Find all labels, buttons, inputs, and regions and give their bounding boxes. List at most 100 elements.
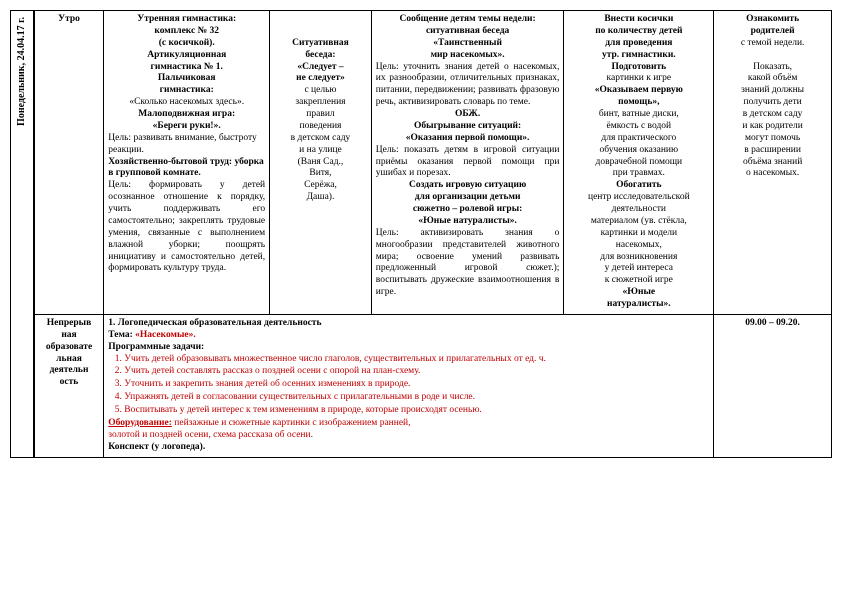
r2lab4: льная [39,354,100,366]
c2-l10: и на улице [274,145,367,157]
row1-col2: Ситуативная беседа: «Следует – не следуе… [270,11,372,315]
c3-obzh: ОБЖ. [455,109,480,119]
row2-label: Непрерыв ная образовате льная деятельн о… [34,314,104,457]
c5-l12: объёма знаний [718,157,827,169]
row-morning: Утро Утренняя гимнастика: комплекс № 32 … [34,11,831,315]
c4-l16: центр исследовательской [568,192,709,204]
task-3: Уточнить и закрепить знания детей об осе… [124,379,709,391]
r2lab3: образовате [39,342,100,354]
c4-l4: утр. гимнастики. [602,50,676,60]
time-value: 09.00 – 09.20. [745,318,800,328]
c1-artic2: гимнастика № 1. [151,62,223,72]
c1-goal2: Цель: формировать у детей осознанное отн… [108,180,265,275]
c3-l8: Создать игровую ситуацию [409,180,526,190]
c2-l2: беседа: [305,50,335,60]
c2-l13: Серёжа, [274,180,367,192]
c3-l11: «Юные натуралисты». [418,216,517,226]
r2lab1: Непрерыв [39,318,100,330]
c4-l18: материалом (ув. стёкла, [568,216,709,228]
r2lab6: ость [39,377,100,389]
c5-l1: Ознакомить [746,14,799,24]
c1-finger2: гимнастика: [160,85,214,95]
c5-l4: Показать, [718,62,827,74]
c5-l9: и как родители [718,121,827,133]
c4-l21: для возникновения [568,252,709,264]
c2-l1: Ситуативная [292,38,349,48]
c2-l8: поведения [274,121,367,133]
c1-gym-detail: (с косичкой). [159,38,215,48]
c2-l9: в детском саду [274,133,367,145]
row1-col4: Внести косички по количеству детей для п… [564,11,714,315]
c3-goal2: Цель: показать детям в игровой ситуации … [376,145,560,181]
c4-l5: Подготовить [611,62,666,72]
task-2: Учить детей составлять рассказ о поздней… [124,366,709,378]
row1-col1: Утренняя гимнастика: комплекс № 32 (с ко… [104,11,270,315]
task-1: Учить детей образовывать множественное ч… [124,354,709,366]
date-column: Понедельник, 24.04.17 г. [10,10,34,458]
c4-l9: бинт, ватные диски, [568,109,709,121]
r2-line1: 1. Логопедическая образовательная деятел… [108,318,321,328]
c3-l6: Обыгрывание ситуаций: [414,121,521,131]
c4-l24: «Юные [623,287,656,297]
c1-finger1: Пальчиковая [158,73,216,83]
c2-l3: «Следует – [297,62,343,72]
c3-l10: сюжетно – ролевой игры: [413,204,522,214]
c2-l7: правил [274,109,367,121]
row1-col5: Ознакомить родителей с темой недели. Пок… [714,11,832,315]
c3-l3: «Таинственный [433,38,502,48]
c4-l25: натуралисты». [607,299,671,309]
c5-l8: в детском саду [718,109,827,121]
row1-label: Утро [34,11,104,315]
c5-l11: в расширении [718,145,827,157]
r2lab5: деятельн [39,365,100,377]
c4-l10: ёмкость с водой [568,121,709,133]
c1-goal1: Цель: развивать внимание, быстроту реакц… [108,133,265,157]
tasks-list: Учить детей образовывать множественное ч… [108,354,709,417]
c2-l14: Даша). [274,192,367,204]
task-5: Воспитывать у детей интерес к тем измене… [124,405,709,417]
r2lab2: ная [39,330,100,342]
c1-finger-name: «Сколько насекомых здесь». [108,97,265,109]
c4-l22: у детей интереса [568,263,709,275]
c4-l19: картинки и модели [568,228,709,240]
r2-theme-label: Тема: [108,330,135,340]
c5-l5: какой объём [718,73,827,85]
c5-l6: знаний должны [718,85,827,97]
date-vertical-text: Понедельник, 24.04.17 г. [16,17,27,126]
c3-l2: ситуативная беседа [426,26,509,36]
c1-game-name: «Береги руки!». [153,121,221,131]
c4-l7: «Оказываем первую [595,85,683,95]
c4-l8: помощь», [618,97,659,107]
c2-l12: Витя, [274,168,367,180]
c3-goal1: Цель: уточнить знания детей о насекомых,… [376,62,560,110]
row-nod: Непрерыв ная образовате льная деятельн о… [34,314,831,457]
konspekt: Конспект (у логопеда). [108,442,205,452]
c4-l14: при травмах. [568,168,709,180]
c4-l12: обучения оказанию [568,145,709,157]
c1-artic1: Артикуляционная [147,50,226,60]
c5-l13: о насекомых. [718,168,827,180]
c1-labor: Хозяйственно-бытовой труд: уборка в груп… [108,157,264,179]
c4-l20: насекомых, [568,240,709,252]
c4-l6: картинки к игре [568,73,709,85]
r2-prog: Программные задачи: [108,342,204,352]
c4-l13: доврачебной помощи [568,157,709,169]
equip-label: Оборудование: [108,418,172,428]
c1-gym-title: Утренняя гимнастика: [137,14,236,24]
c3-topic: Сообщение детям темы недели: [400,14,536,24]
row2-time-cell: 09.00 – 09.20. [714,314,832,457]
c3-l7: «Оказания первой помощи». [406,133,530,143]
c1-game: Малоподвижная игра: [138,109,235,119]
c4-l3: для проведения [605,38,672,48]
equip-text: пейзажные и сюжетные картинки с изображе… [172,418,411,428]
c4-l23: к сюжетной игре [568,275,709,287]
c4-l15: Обогатить [616,180,661,190]
c5-l10: могут помочь [718,133,827,145]
c2-l6: закрепления [274,97,367,109]
schedule-table: Утро Утренняя гимнастика: комплекс № 32 … [34,10,832,458]
c4-l1: Внести косички [604,14,673,24]
r2-theme-val: «Насекомые». [135,330,196,340]
equip-text2: золотой и поздней осени, схема рассказа … [108,430,709,442]
c5-l7: получить дети [718,97,827,109]
c4-l11: для практического [568,133,709,145]
